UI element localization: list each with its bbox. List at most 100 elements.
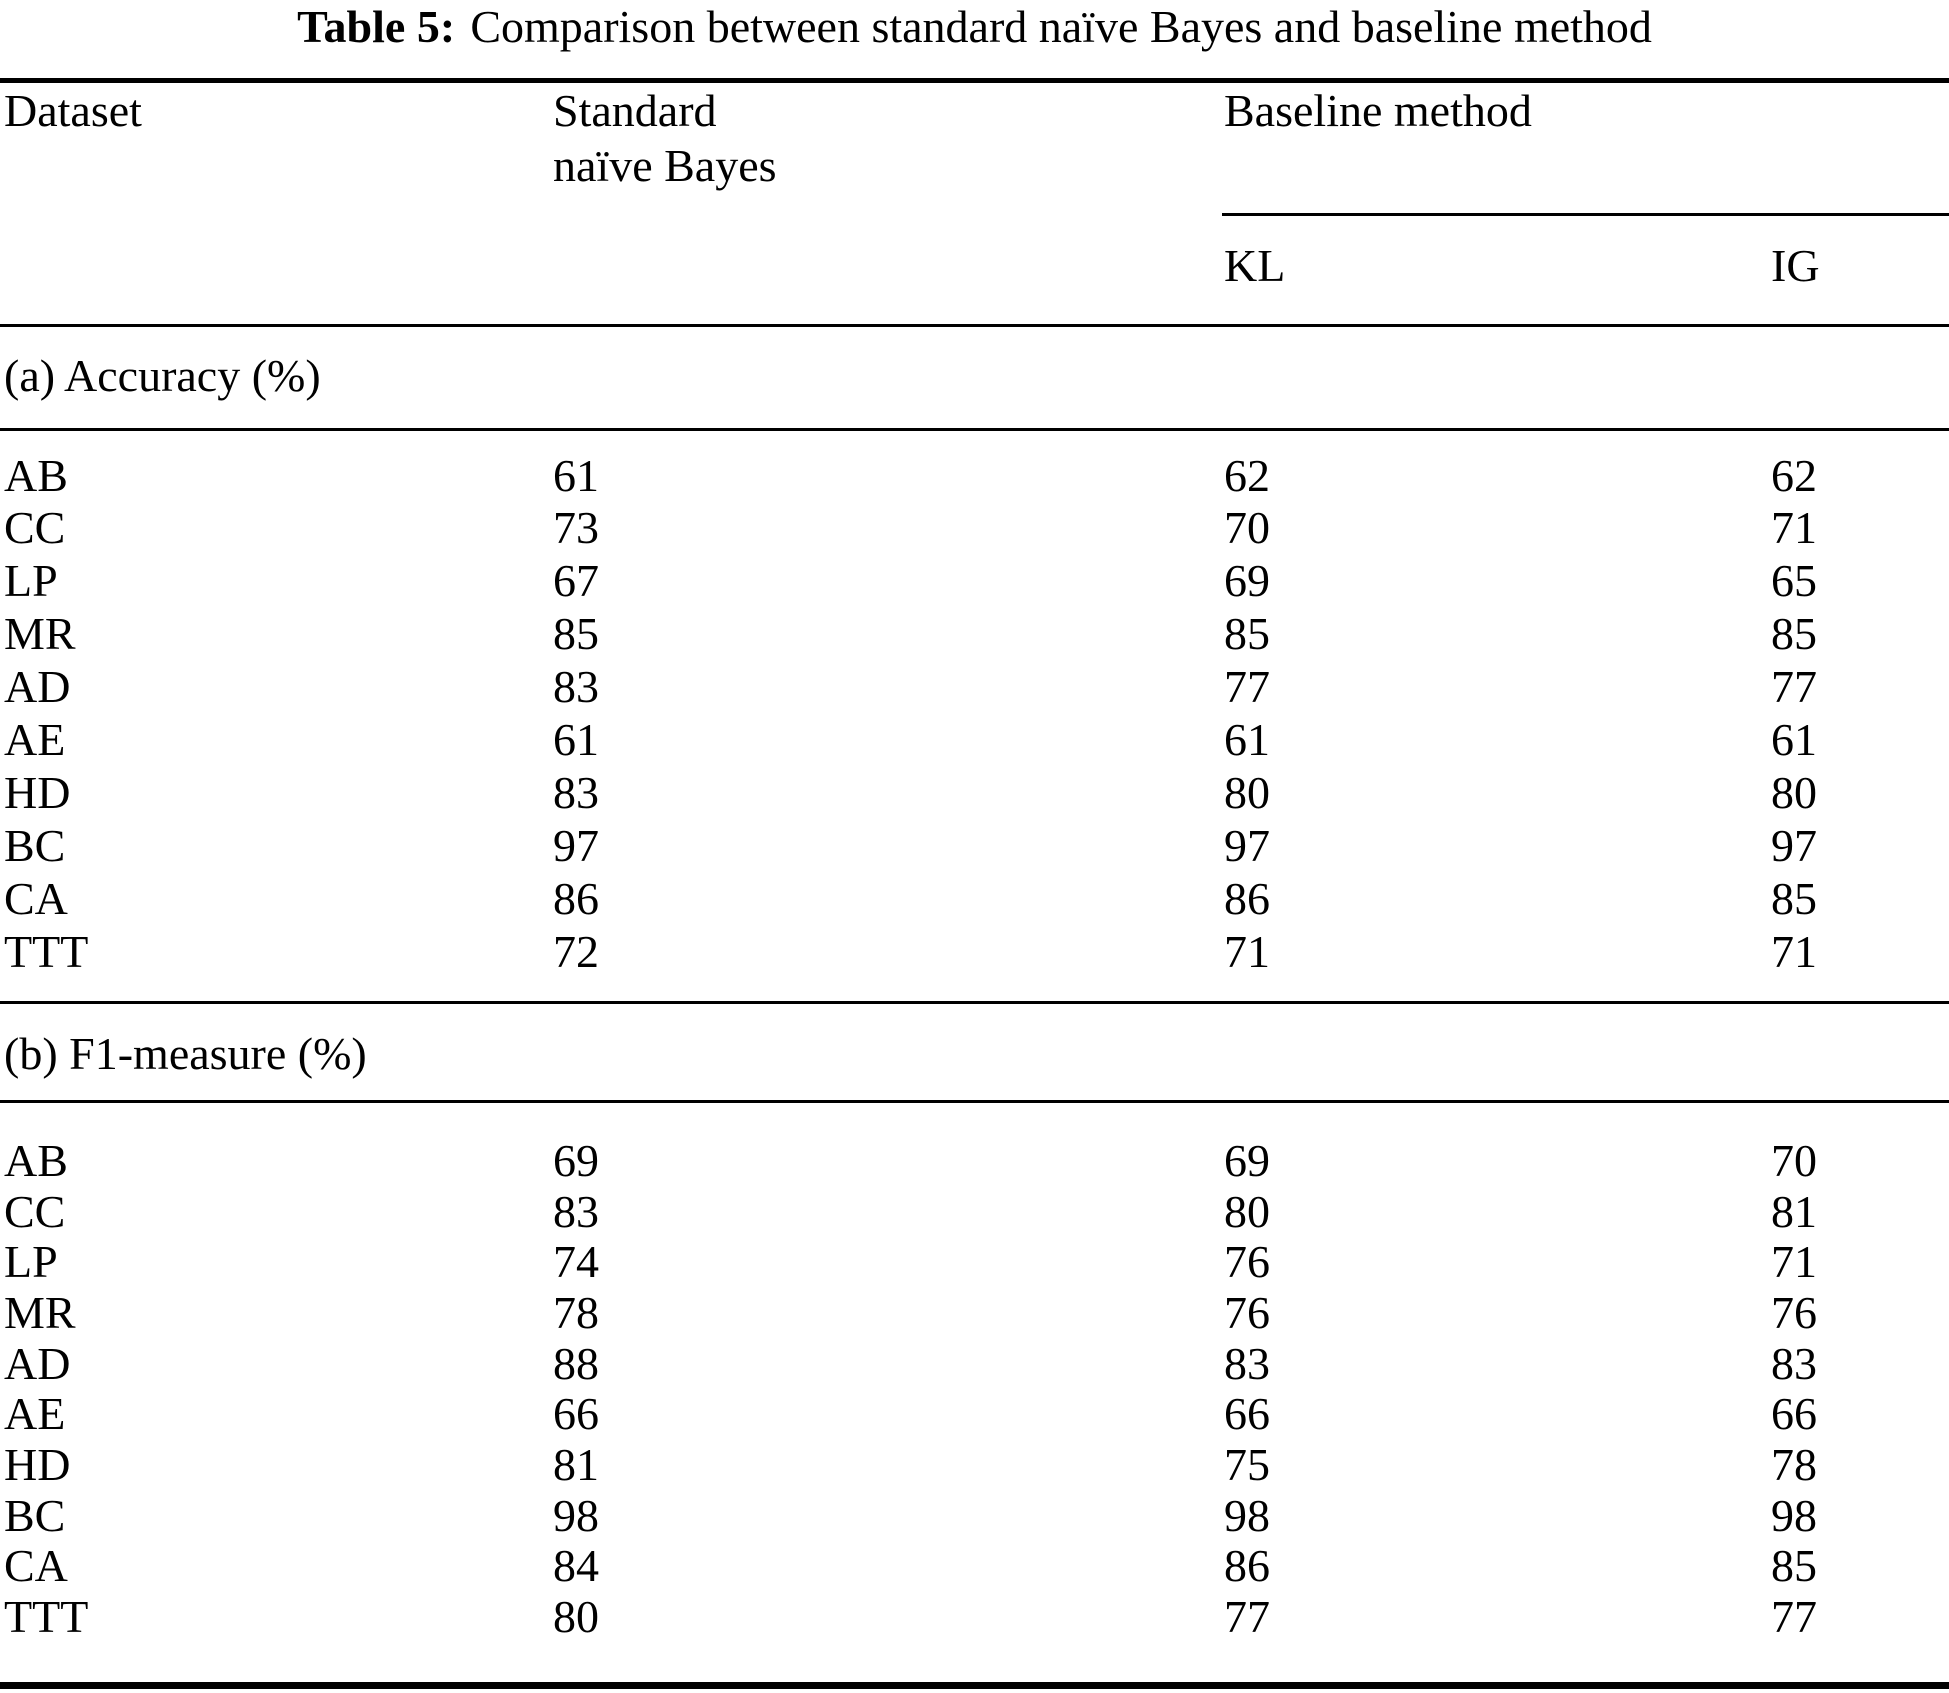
dataset-cell: AB [4, 1135, 68, 1186]
ig-value-cell: 70 [1771, 1135, 1817, 1186]
kl-value-cell: 97 [1224, 820, 1270, 871]
kl-value-cell: 86 [1224, 873, 1270, 924]
table-caption: Table 5: Comparison between standard naïv… [0, 0, 1949, 53]
dataset-cell: CA [4, 873, 68, 924]
column-header-kl: KL [1224, 240, 1286, 291]
ig-value-cell: 85 [1771, 873, 1817, 924]
section-b-label: (b) F1-measure (%) [4, 1028, 367, 1079]
rule-section-a-data-bottom [0, 1001, 1949, 1004]
ig-value-cell: 83 [1771, 1338, 1817, 1389]
standard-value-cell: 85 [553, 608, 599, 659]
table-row: AD 83 77 77 [0, 660, 1949, 713]
table-row: CA 84 86 85 [0, 1539, 1949, 1592]
table-row: AD 88 83 83 [0, 1337, 1949, 1390]
ig-value-cell: 81 [1771, 1186, 1817, 1237]
dataset-cell: BC [4, 1490, 66, 1541]
dataset-cell: TTT [4, 926, 89, 977]
table-row: LP 67 69 65 [0, 554, 1949, 607]
table-row: MR 85 85 85 [0, 607, 1949, 660]
standard-value-cell: 83 [553, 1186, 599, 1237]
kl-value-cell: 69 [1224, 555, 1270, 606]
table-row: HD 83 80 80 [0, 766, 1949, 819]
dataset-cell: CC [4, 502, 66, 553]
rule-section-b-label-bottom [0, 1100, 1949, 1103]
dataset-cell: AD [4, 661, 71, 712]
column-header-dataset: Dataset [4, 85, 142, 136]
table-subheader-row: KL IG [0, 239, 1949, 292]
dataset-cell: HD [4, 767, 71, 818]
standard-value-cell: 67 [553, 555, 599, 606]
column-header-baseline: Baseline method [1224, 85, 1532, 136]
dataset-cell: HD [4, 1439, 71, 1490]
ig-value-cell: 76 [1771, 1287, 1817, 1338]
table-row: LP 74 76 71 [0, 1235, 1949, 1288]
standard-value-cell: 72 [553, 926, 599, 977]
ig-value-cell: 77 [1771, 661, 1817, 712]
standard-value-cell: 66 [553, 1388, 599, 1439]
standard-value-cell: 73 [553, 502, 599, 553]
table-row: CC 73 70 71 [0, 501, 1949, 554]
kl-value-cell: 98 [1224, 1490, 1270, 1541]
standard-value-cell: 80 [553, 1591, 599, 1642]
ig-value-cell: 71 [1771, 502, 1817, 553]
rule-baseline-span [1222, 213, 1949, 216]
rule-top [0, 78, 1949, 83]
kl-value-cell: 80 [1224, 767, 1270, 818]
dataset-cell: LP [4, 1236, 58, 1287]
table-row: AB 69 69 70 [0, 1134, 1949, 1187]
rule-bottom [0, 1682, 1949, 1689]
ig-value-cell: 62 [1771, 450, 1817, 501]
standard-value-cell: 98 [553, 1490, 599, 1541]
table-header-row: Dataset Standard Baseline method [0, 84, 1949, 137]
standard-value-cell: 69 [553, 1135, 599, 1186]
rule-section-a-label-bottom [0, 428, 1949, 431]
standard-value-cell: 61 [553, 450, 599, 501]
kl-value-cell: 83 [1224, 1338, 1270, 1389]
dataset-cell: CA [4, 1540, 68, 1591]
standard-value-cell: 97 [553, 820, 599, 871]
ig-value-cell: 78 [1771, 1439, 1817, 1490]
dataset-cell: MR [4, 1287, 76, 1338]
dataset-cell: LP [4, 555, 58, 606]
kl-value-cell: 70 [1224, 502, 1270, 553]
kl-value-cell: 66 [1224, 1388, 1270, 1439]
table-row: TTT 80 77 77 [0, 1590, 1949, 1643]
table-caption-text: Comparison between standard naïve Bayes … [470, 1, 1652, 52]
standard-value-cell: 81 [553, 1439, 599, 1490]
table-row: AE 66 66 66 [0, 1387, 1949, 1440]
standard-value-cell: 61 [553, 714, 599, 765]
dataset-cell: AD [4, 1338, 71, 1389]
table-row: BC 98 98 98 [0, 1489, 1949, 1542]
ig-value-cell: 71 [1771, 1236, 1817, 1287]
kl-value-cell: 76 [1224, 1236, 1270, 1287]
dataset-cell: TTT [4, 1591, 89, 1642]
kl-value-cell: 71 [1224, 926, 1270, 977]
ig-value-cell: 61 [1771, 714, 1817, 765]
table-row: BC 97 97 97 [0, 819, 1949, 872]
ig-value-cell: 97 [1771, 820, 1817, 871]
kl-value-cell: 77 [1224, 1591, 1270, 1642]
table-row: AE 61 61 61 [0, 713, 1949, 766]
ig-value-cell: 77 [1771, 1591, 1817, 1642]
standard-value-cell: 83 [553, 767, 599, 818]
table-row: AB 61 62 62 [0, 449, 1949, 502]
ig-value-cell: 98 [1771, 1490, 1817, 1541]
column-header-standard-line2: naïve Bayes [553, 140, 777, 191]
ig-value-cell: 85 [1771, 1540, 1817, 1591]
kl-value-cell: 80 [1224, 1186, 1270, 1237]
section-a-label: (a) Accuracy (%) [4, 350, 321, 401]
kl-value-cell: 61 [1224, 714, 1270, 765]
table-row: MR 78 76 76 [0, 1286, 1949, 1339]
kl-value-cell: 86 [1224, 1540, 1270, 1591]
ig-value-cell: 65 [1771, 555, 1817, 606]
kl-value-cell: 69 [1224, 1135, 1270, 1186]
table-row: CC 83 80 81 [0, 1185, 1949, 1238]
standard-value-cell: 83 [553, 661, 599, 712]
dataset-cell: MR [4, 608, 76, 659]
ig-value-cell: 80 [1771, 767, 1817, 818]
dataset-cell: AE [4, 1388, 66, 1439]
table-row: TTT 72 71 71 [0, 925, 1949, 978]
ig-value-cell: 85 [1771, 608, 1817, 659]
ig-value-cell: 71 [1771, 926, 1817, 977]
